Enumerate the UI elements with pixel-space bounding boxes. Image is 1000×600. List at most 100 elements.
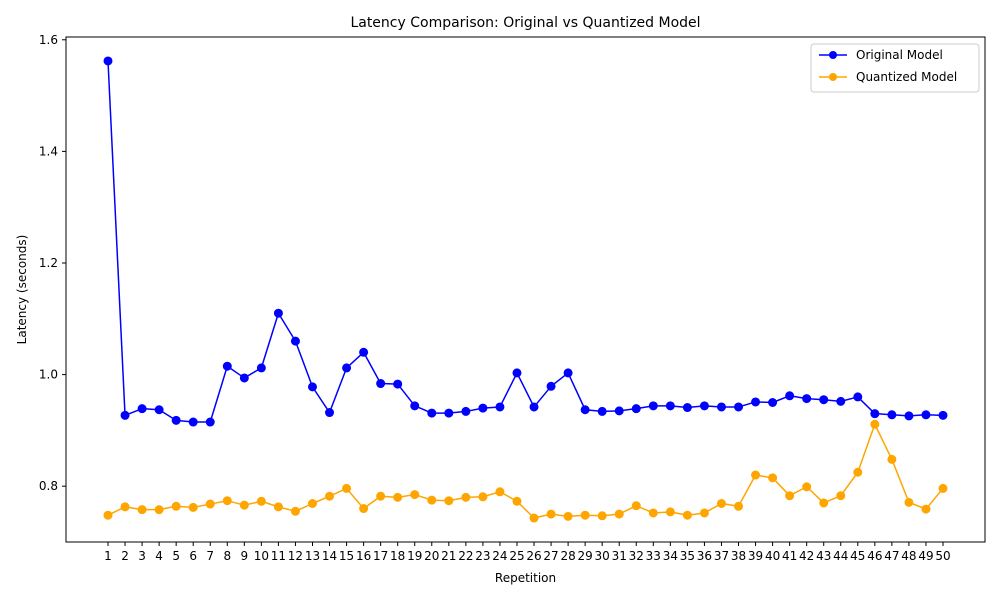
x-tick-label: 18 xyxy=(390,549,405,563)
x-tick-label: 34 xyxy=(663,549,678,563)
original-model-point xyxy=(529,402,539,412)
original-model-point xyxy=(512,368,522,378)
quantized-model-point xyxy=(819,498,829,508)
legend-marker xyxy=(829,51,837,59)
legend: Original Model Quantized Model xyxy=(810,43,980,93)
quantized-model-point xyxy=(290,506,300,516)
original-model-point xyxy=(273,308,283,318)
x-tick-label: 41 xyxy=(782,549,797,563)
quantized-model-point xyxy=(239,500,249,510)
x-tick-label: 20 xyxy=(424,549,439,563)
quantized-model-point xyxy=(631,501,641,511)
legend-item-original-model: Original Model xyxy=(819,48,943,62)
original-model-point xyxy=(631,404,641,414)
original-model-point xyxy=(137,404,147,414)
x-tick-label: 44 xyxy=(833,549,848,563)
quantized-model-point xyxy=(870,419,880,429)
quantized-model-point xyxy=(188,502,198,512)
quantized-model-point xyxy=(205,499,215,509)
quantized-model-point xyxy=(529,513,539,523)
original-model-point xyxy=(171,415,181,425)
quantized-model-point xyxy=(665,507,675,517)
original-model-point xyxy=(154,405,164,415)
x-tick-label: 47 xyxy=(884,549,899,563)
quantized-model-point xyxy=(938,483,948,493)
x-tick-label: 43 xyxy=(816,549,831,563)
original-model-point xyxy=(188,417,198,427)
x-axis-label: Repetition xyxy=(495,571,556,585)
x-tick-label: 10 xyxy=(254,549,269,563)
x-tick-label: 14 xyxy=(322,549,337,563)
original-model-point xyxy=(648,401,658,411)
quantized-model-point xyxy=(376,491,386,501)
original-model-point xyxy=(853,392,863,402)
x-tick-label: 12 xyxy=(288,549,303,563)
legend-label: Quantized Model xyxy=(856,70,957,84)
original-model-point xyxy=(307,382,317,392)
x-tick-label: 45 xyxy=(850,549,865,563)
x-tick-label: 15 xyxy=(339,549,354,563)
quantized-model-point xyxy=(648,508,658,518)
quantized-model-point xyxy=(716,499,726,508)
x-tick-label: 49 xyxy=(918,549,933,563)
original-model-point xyxy=(904,411,914,421)
quantized-model-point xyxy=(785,491,795,501)
quantized-model-point xyxy=(256,496,266,506)
legend-label: Original Model xyxy=(856,48,943,62)
x-tick-label: 11 xyxy=(271,549,286,563)
x-tick-label: 46 xyxy=(867,549,882,563)
legend-box xyxy=(810,43,980,93)
x-tick-label: 16 xyxy=(356,549,371,563)
x-tick-label: 40 xyxy=(765,549,780,563)
quantized-model-point xyxy=(563,511,573,521)
quantized-model-point xyxy=(478,492,488,502)
x-tick-label: 30 xyxy=(595,549,610,563)
x-tick-label: 7 xyxy=(206,549,214,563)
quantized-model-point xyxy=(273,502,283,512)
quantized-model-point xyxy=(512,496,522,506)
original-model-point xyxy=(205,417,215,427)
y-tick-label: 1.6 xyxy=(39,33,58,47)
quantized-model-point xyxy=(836,491,846,501)
legend-items: Original Model Quantized Model xyxy=(819,48,957,84)
original-model-point xyxy=(290,336,300,346)
original-model-point xyxy=(461,406,471,416)
x-tick-label: 28 xyxy=(560,549,575,563)
original-model-point xyxy=(563,368,573,378)
original-model-point xyxy=(376,379,386,389)
quantized-model-point xyxy=(427,495,437,505)
original-model-point xyxy=(682,403,692,413)
quantized-model-point xyxy=(887,454,897,464)
original-model-point xyxy=(239,373,249,383)
original-model-point xyxy=(256,363,266,373)
quantized-model-point xyxy=(137,505,147,515)
x-tick-label: 38 xyxy=(731,549,746,563)
quantized-model-point xyxy=(802,482,812,492)
original-model-series xyxy=(103,56,948,427)
x-tick-label: 1 xyxy=(104,549,112,563)
x-tick-label: 2 xyxy=(121,549,129,563)
quantized-model-point xyxy=(171,501,181,511)
series-layer xyxy=(103,56,948,523)
y-tick-label: 0.8 xyxy=(39,479,58,493)
original-model-point xyxy=(802,394,812,404)
x-tick-label: 23 xyxy=(475,549,490,563)
original-model-point xyxy=(444,408,454,418)
original-model-point xyxy=(699,401,709,411)
original-model-point xyxy=(665,401,675,411)
quantized-model-point xyxy=(580,510,590,520)
x-tick-label: 32 xyxy=(629,549,644,563)
original-model-point xyxy=(751,397,761,407)
original-model-point xyxy=(734,402,744,412)
original-model-point xyxy=(887,410,897,420)
plot-area xyxy=(66,37,985,542)
original-model-point xyxy=(103,56,113,66)
quantized-model-point xyxy=(103,510,113,520)
original-model-point xyxy=(410,401,420,411)
axes-layer xyxy=(65,36,986,543)
x-ticks: 1 2 3 4 5 6 7 8 9 10 11 12 13 14 15 16 17 18 19 20 21 22 23 24 2… xyxy=(104,542,951,563)
x-tick-label: 37 xyxy=(714,549,729,563)
quantized-model-point xyxy=(444,496,454,506)
original-model-point xyxy=(546,381,556,391)
